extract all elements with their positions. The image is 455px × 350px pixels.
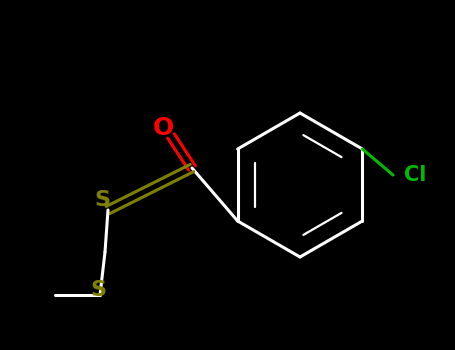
Text: Cl: Cl <box>404 165 426 185</box>
Text: O: O <box>152 116 174 140</box>
Text: S: S <box>90 280 106 300</box>
Text: S: S <box>94 190 110 210</box>
